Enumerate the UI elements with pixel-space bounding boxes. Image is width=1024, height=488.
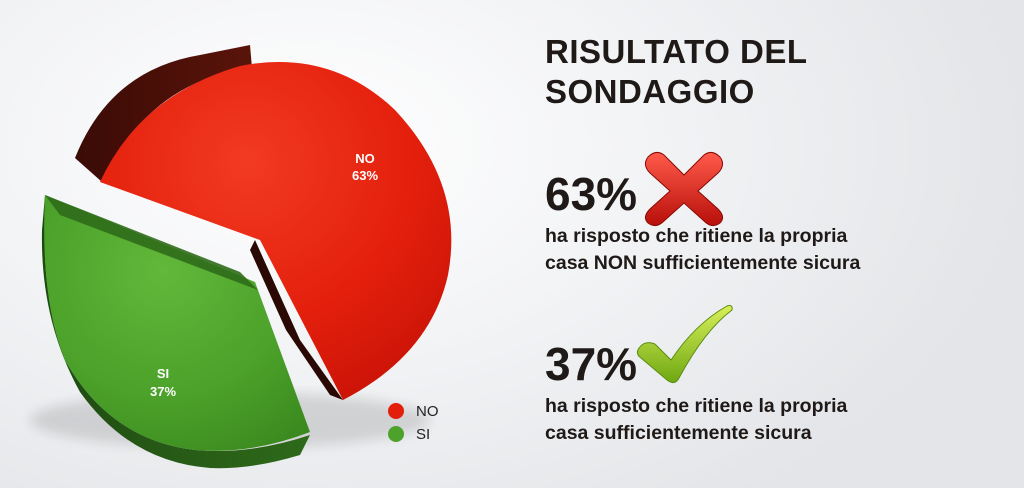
stat-no-description: ha risposto che ritiene la propria casa … xyxy=(545,223,1005,277)
stat-no-line1: ha risposto che ritiene la propria xyxy=(545,225,848,247)
legend-label-si: SI xyxy=(416,426,430,443)
legend-swatch-no xyxy=(388,403,404,419)
stat-si-line2: casa sufficientemente sicura xyxy=(545,422,812,444)
slice-no-value: 63% xyxy=(352,168,378,183)
slice-si-top-edge xyxy=(45,195,258,290)
slice-no-label: NO xyxy=(355,151,375,166)
slice-no-side-cut xyxy=(250,240,343,400)
legend-swatch-si xyxy=(388,426,404,442)
slice-si-label: SI xyxy=(157,366,169,381)
stat-si-line1: ha risposto che ritiene la propria xyxy=(545,395,848,417)
slice-si-value: 37% xyxy=(150,384,176,399)
green-check-icon xyxy=(636,305,733,384)
red-cross-icon xyxy=(644,151,724,227)
stat-no-value: 63% xyxy=(545,168,638,220)
slice-no xyxy=(100,61,452,400)
chart-legend: NO SI xyxy=(388,403,439,443)
survey-results-panel: RISULTATO DEL SONDAGGIO 63% ha risposto … xyxy=(545,32,1005,444)
slice-no-side xyxy=(75,45,252,182)
panel-title-line2: SONDAGGIO xyxy=(545,73,755,110)
panel-title: RISULTATO DEL SONDAGGIO xyxy=(545,32,1005,112)
legend-label-no: NO xyxy=(416,403,439,420)
stat-no: 63% ha risposto che ritiene la propria c… xyxy=(545,151,1005,277)
slice-si-group: SI 37% xyxy=(41,195,311,469)
stat-no-line2: casa NON sufficientemente sicura xyxy=(545,252,861,274)
panel-title-line1: RISULTATO DEL xyxy=(545,33,808,70)
stat-si-description: ha risposto che ritiene la propria casa … xyxy=(545,393,1005,447)
stat-si: 37% ha risposto che ritiene la propria c… xyxy=(545,305,1005,447)
slice-no-group: NO 63% xyxy=(75,45,452,400)
stat-si-value: 37% xyxy=(545,338,638,390)
slice-si xyxy=(44,195,311,451)
